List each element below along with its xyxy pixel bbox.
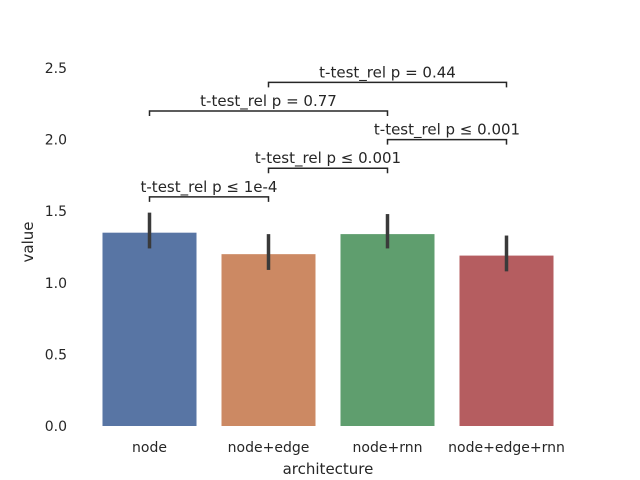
- y-tick-label: 0.5: [45, 347, 67, 363]
- x-tick-label: node: [132, 440, 167, 456]
- significance-bracket: [148, 110, 389, 116]
- annotation-layer: t-test_rel p ≤ 1e-4 t-test_rel p ≤ 0.001 t…: [141, 63, 520, 202]
- error-bars-layer: [147, 212, 509, 272]
- significance-label: t-test_rel p ≤ 1e-4: [141, 178, 278, 197]
- significance-label: t-test_rel p = 0.77: [200, 92, 337, 111]
- y-tick-label: 1.0: [45, 276, 67, 292]
- significance-label: t-test_rel p ≤ 0.001: [255, 149, 401, 168]
- significance-label: t-test_rel p ≤ 0.001: [374, 121, 520, 140]
- x-tick-label: node+rnn: [353, 440, 423, 456]
- bar-node+rnn: [340, 234, 435, 426]
- y-tick-label: 2.5: [45, 61, 67, 77]
- significance-bracket: [267, 167, 389, 174]
- significance-bracket: [148, 196, 270, 202]
- significance-bracket: [386, 138, 508, 145]
- y-axis-ticks: 0.0 0.5 1.0 1.5 2.0 2.5: [45, 61, 67, 435]
- bars-layer: [102, 232, 554, 426]
- x-tick-label: node+edge: [228, 440, 310, 456]
- x-tick-label: node+edge+rnn: [448, 440, 565, 456]
- y-tick-label: 1.5: [45, 204, 67, 220]
- x-axis-ticks: node node+edge node+rnn node+edge+rnn: [132, 440, 565, 456]
- bar-node+edge: [221, 254, 316, 426]
- y-tick-label: 0.0: [45, 419, 67, 435]
- bar-node: [102, 232, 197, 426]
- x-axis-label: architecture: [283, 460, 374, 478]
- significance-label: t-test_rel p = 0.44: [319, 63, 456, 82]
- bar-node+edge+rnn: [459, 255, 554, 426]
- significance-bracket: [267, 81, 508, 88]
- y-axis-label: value: [19, 222, 37, 263]
- y-tick-label: 2.0: [45, 133, 67, 149]
